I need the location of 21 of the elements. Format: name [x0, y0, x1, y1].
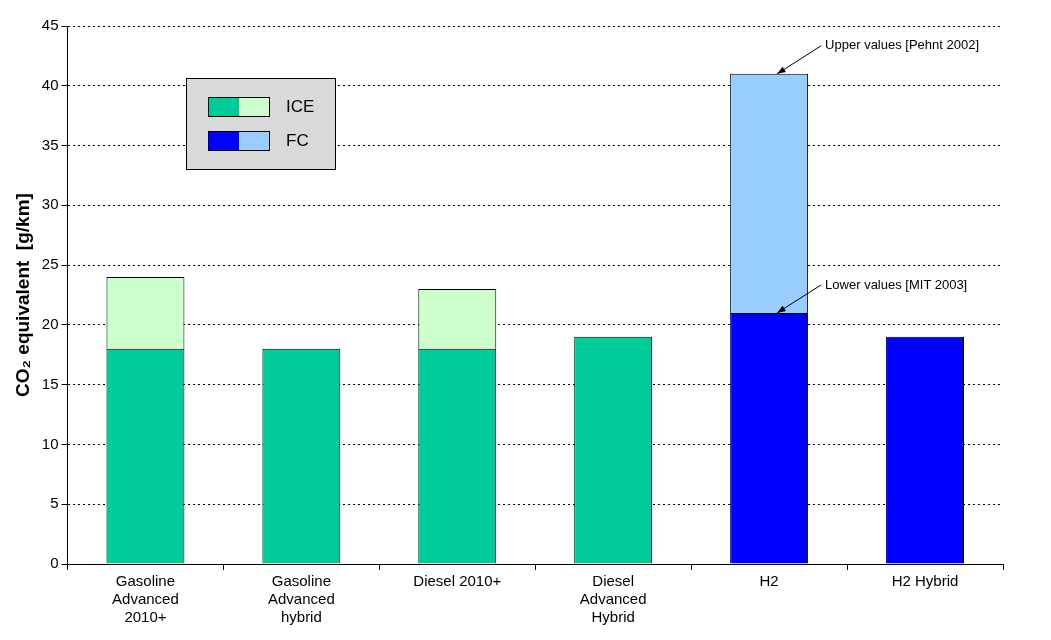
y-tick-label: 5: [50, 494, 59, 512]
x-tick-label: Diesel Advanced Hybrid: [579, 572, 647, 626]
y-tick-label: 25: [41, 255, 59, 273]
x-tick-label: Gasoline Advanced hybrid: [268, 572, 335, 626]
y-tick-label: 0: [50, 554, 59, 572]
y-tick-label: 35: [41, 135, 59, 153]
y-axis-title: CO₂ equivalent [g/km]: [11, 193, 33, 397]
y-tick-label: 45: [41, 16, 59, 34]
y-tick-label: 10: [41, 434, 59, 452]
y-tick-label: 40: [41, 75, 59, 93]
x-tick-label: Gasoline Advanced 2010+: [112, 572, 179, 626]
annotation: Upper values [Pehnt 2002]: [825, 37, 980, 53]
annotation: Lower values [MIT 2003]: [825, 276, 968, 292]
y-tick-label: 20: [41, 315, 59, 333]
y-tick-label: 15: [41, 374, 59, 392]
legend-label: ICE: [286, 97, 315, 117]
x-tick-label: Diesel 2010+: [413, 572, 502, 590]
x-tick-label: H2 Hybrid: [891, 572, 959, 590]
legend-label: FC: [286, 131, 309, 151]
x-tick-label: H2: [759, 572, 779, 590]
y-tick-label: 30: [41, 195, 59, 213]
